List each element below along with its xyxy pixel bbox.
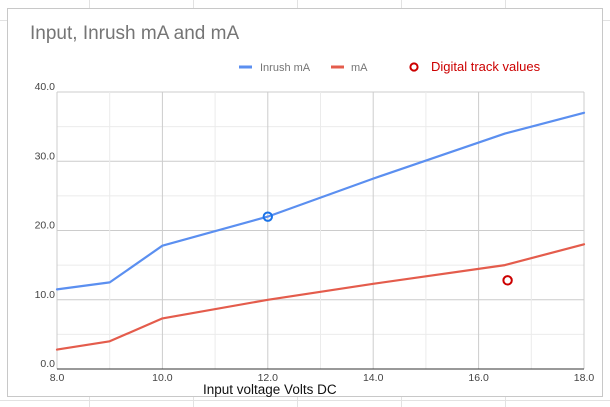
x-tick-label: 14.0 xyxy=(363,372,384,384)
grid-layer xyxy=(56,91,585,370)
x-tick-label: 16.0 xyxy=(468,372,489,384)
row-gridline xyxy=(0,400,610,401)
series-line-inrush-ma xyxy=(55,111,586,291)
y-tick-label: 40.0 xyxy=(35,81,56,93)
y-tick-label: 20.0 xyxy=(35,220,56,232)
legend-label-inrush: Inrush mA xyxy=(260,62,311,74)
axis-layer: 0.0 10.0 20.0 30.0 40.0 8.0 10.0 12.0 14.0 16.0 18… xyxy=(35,81,595,384)
y-tick-label: 0.0 xyxy=(40,358,55,370)
series-line-ma xyxy=(55,243,586,351)
chart-card[interactable]: Input, Inrush mA and mA 0.0 10.0 20.0 30.0 4… xyxy=(7,8,603,397)
x-tick-label: 10.0 xyxy=(152,372,173,384)
legend-marker-digital-track xyxy=(409,62,419,72)
legend-label-digital-track: Digital track values xyxy=(431,59,541,74)
y-tick-label: 10.0 xyxy=(35,289,56,301)
legend: Inrush mA mA Digital track values xyxy=(239,59,541,74)
x-tick-label: 18.0 xyxy=(574,372,595,384)
highlight-marker xyxy=(262,211,273,222)
x-axis-label: Input voltage Volts DC xyxy=(203,382,337,397)
annotation-layer xyxy=(262,211,513,286)
chart-title: Input, Inrush mA and mA xyxy=(30,23,240,44)
line-chart: 0.0 10.0 20.0 30.0 40.0 8.0 10.0 12.0 14.0 16.0 18… xyxy=(35,59,595,397)
y-tick-label: 30.0 xyxy=(35,150,56,162)
digital-track-marker xyxy=(502,275,513,286)
legend-label-ma: mA xyxy=(351,62,368,74)
series-layer xyxy=(55,111,586,351)
x-tick-label: 12.0 xyxy=(258,372,279,384)
x-tick-label: 8.0 xyxy=(50,372,65,384)
